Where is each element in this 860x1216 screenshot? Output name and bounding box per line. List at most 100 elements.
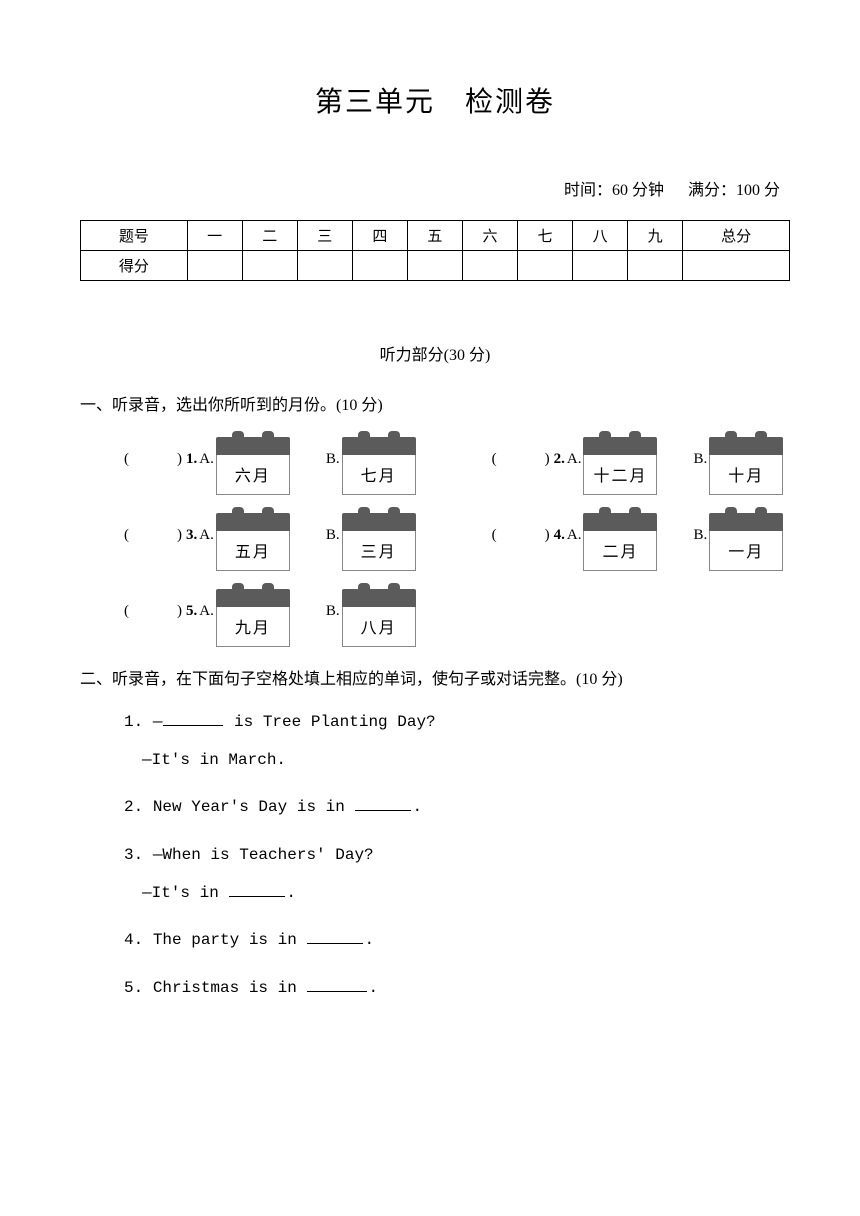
- score-cell[interactable]: [297, 251, 352, 281]
- paren-close: ): [177, 451, 182, 468]
- option-a-label: A.: [199, 513, 214, 544]
- text: —: [153, 713, 163, 731]
- text: New Year's Day is in: [153, 798, 355, 816]
- option-a-label: A.: [199, 589, 214, 620]
- month-text: 一月: [709, 531, 783, 571]
- month-text: 七月: [342, 455, 416, 495]
- option-a-label: A.: [567, 437, 582, 468]
- item-number: 3.: [124, 846, 143, 864]
- calendar-icon: 十月: [709, 437, 783, 495]
- calendar-row: ( ) 1. A. 六月 B. 七月 ( ) 2. A. 十二月 B. 十月: [80, 437, 790, 495]
- month-text: 六月: [216, 455, 290, 495]
- header-cell: 五: [407, 221, 462, 251]
- calendar-icon: 九月: [216, 589, 290, 647]
- item-number: 4.: [554, 513, 565, 544]
- calendar-icon: 一月: [709, 513, 783, 571]
- month-text: 五月: [216, 531, 290, 571]
- calendar-row: ( ) 5. A. 九月 B. 八月: [80, 589, 790, 647]
- answer-blank[interactable]: ( ): [492, 513, 550, 544]
- fill-blank[interactable]: [355, 795, 411, 811]
- fill-item: 4. The party is in .: [124, 928, 790, 954]
- fill-blank[interactable]: [307, 928, 363, 944]
- fill-blank[interactable]: [307, 976, 367, 992]
- score-table: 题号 一 二 三 四 五 六 七 八 九 总分 得分: [80, 220, 790, 281]
- header-cell: 总分: [683, 221, 790, 251]
- fill-blank[interactable]: [229, 881, 285, 897]
- option-b-label: B.: [326, 513, 340, 544]
- item-number: 2.: [124, 798, 143, 816]
- header-cell: 一: [187, 221, 242, 251]
- option-b-label: B.: [326, 437, 340, 468]
- fill-item: 2. New Year's Day is in .: [124, 795, 790, 821]
- calendar-icon: 十二月: [583, 437, 657, 495]
- item-number: 5.: [124, 979, 143, 997]
- table-row: 题号 一 二 三 四 五 六 七 八 九 总分: [81, 221, 790, 251]
- text: .: [368, 979, 378, 997]
- text: is Tree Planting Day?: [224, 713, 435, 731]
- q1-heading: 一、听录音，选出你所听到的月份。(10 分): [80, 393, 790, 419]
- answer-blank[interactable]: ( ): [124, 589, 182, 620]
- fill-item: 1. — is Tree Planting Day? —It's in Marc…: [124, 710, 790, 773]
- paren-close: ): [545, 527, 550, 544]
- score-cell[interactable]: [352, 251, 407, 281]
- score-cell[interactable]: [462, 251, 517, 281]
- month-text: 三月: [342, 531, 416, 571]
- month-text: 二月: [583, 531, 657, 571]
- option-b-label: B.: [693, 513, 707, 544]
- month-text: 十月: [709, 455, 783, 495]
- calendar-icon: 五月: [216, 513, 290, 571]
- listening-section-title: 听力部分(30 分): [80, 341, 790, 365]
- header-cell: 九: [628, 221, 683, 251]
- option-a-label: A.: [199, 437, 214, 468]
- answer-blank[interactable]: ( ): [492, 437, 550, 468]
- calendar-icon: 三月: [342, 513, 416, 571]
- header-cell: 二: [242, 221, 297, 251]
- full-score-label: 满分：100 分: [688, 182, 780, 199]
- text: —It's in: [142, 884, 228, 902]
- table-row: 得分: [81, 251, 790, 281]
- score-cell[interactable]: [242, 251, 297, 281]
- calendar-icon: 八月: [342, 589, 416, 647]
- item-number: 1.: [124, 713, 143, 731]
- text: The party is in: [153, 931, 307, 949]
- paren-open: (: [124, 451, 129, 468]
- meta-line: 时间：60 分钟 满分：100 分: [80, 176, 790, 200]
- item-number: 2.: [554, 437, 565, 468]
- text: .: [412, 798, 422, 816]
- score-cell[interactable]: [573, 251, 628, 281]
- text: .: [364, 931, 374, 949]
- header-cell: 七: [518, 221, 573, 251]
- item-number: 1.: [186, 437, 197, 468]
- text: .: [286, 884, 296, 902]
- text: —When is Teachers' Day?: [153, 846, 374, 864]
- option-a-label: A.: [567, 513, 582, 544]
- paren-close: ): [545, 451, 550, 468]
- calendar-row: ( ) 3. A. 五月 B. 三月 ( ) 4. A. 二月 B. 一月: [80, 513, 790, 571]
- calendar-icon: 二月: [583, 513, 657, 571]
- fill-blank[interactable]: [163, 710, 223, 726]
- answer-blank[interactable]: ( ): [124, 437, 182, 468]
- paren-open: (: [492, 527, 497, 544]
- paren-open: (: [492, 451, 497, 468]
- score-cell[interactable]: [683, 251, 790, 281]
- q2-heading: 二、听录音，在下面句子空格处填上相应的单词，使句子或对话完整。(10 分): [80, 667, 790, 693]
- time-label: 时间：60 分钟: [564, 182, 664, 199]
- row-label-cell: 得分: [81, 251, 188, 281]
- answer-blank[interactable]: ( ): [124, 513, 182, 544]
- month-text: 十二月: [583, 455, 657, 495]
- score-cell[interactable]: [518, 251, 573, 281]
- fill-item: 5. Christmas is in .: [124, 976, 790, 1002]
- paren-open: (: [124, 527, 129, 544]
- score-cell[interactable]: [187, 251, 242, 281]
- header-cell: 题号: [81, 221, 188, 251]
- header-cell: 六: [462, 221, 517, 251]
- score-cell[interactable]: [407, 251, 462, 281]
- text: Christmas is in: [153, 979, 307, 997]
- header-cell: 四: [352, 221, 407, 251]
- option-b-label: B.: [326, 589, 340, 620]
- score-cell[interactable]: [628, 251, 683, 281]
- paren-open: (: [124, 603, 129, 620]
- month-text: 八月: [342, 607, 416, 647]
- item-number: 5.: [186, 589, 197, 620]
- calendar-icon: 七月: [342, 437, 416, 495]
